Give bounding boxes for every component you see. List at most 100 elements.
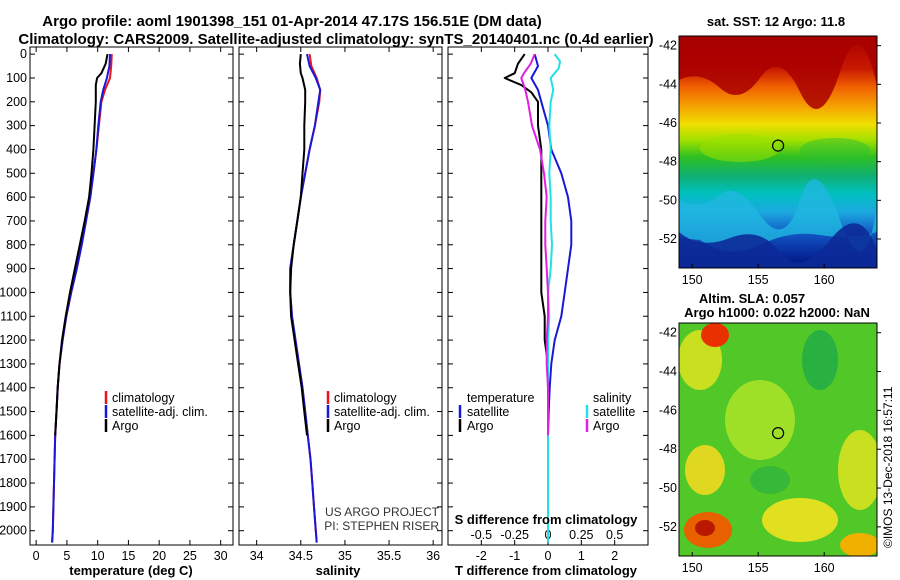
sla-feature	[838, 430, 877, 510]
sla-feature	[725, 380, 795, 460]
series-line-satellite-salinity-	[547, 53, 561, 543]
lat-tick-label: -46	[659, 116, 677, 130]
legend-temperature-heading: temperature	[467, 391, 534, 405]
difference-panel: -2 -1 0 1 2 -0.5 -0.25 0 0.25 0.5 S difference f…	[447, 46, 649, 578]
depth-tick-label: 500	[6, 166, 27, 180]
depth-tick-label: 1500	[0, 405, 27, 419]
depth-tick-label: 1300	[0, 357, 27, 371]
lat-tick-label: -46	[659, 403, 677, 417]
difference-depth-ticks	[448, 53, 648, 532]
depth-tick-label: 1100	[0, 309, 27, 323]
sla-feature	[840, 533, 877, 556]
x-tick-label: -2	[476, 549, 487, 563]
lat-tick-label: -50	[659, 193, 677, 207]
x-tick-label: 0	[545, 549, 552, 563]
legend-s-argo: Argo	[593, 419, 619, 433]
lat-tick-label: -50	[659, 481, 677, 495]
s-tick-label: -0.25	[500, 528, 529, 542]
t-difference-x-label: T difference from climatology	[455, 563, 638, 578]
depth-tick-label: 200	[6, 95, 27, 109]
sla-low	[750, 466, 790, 494]
s-tick-label: -0.5	[471, 528, 493, 542]
x-tick-label: 35.5	[377, 549, 401, 563]
depth-tick-label: 700	[6, 214, 27, 228]
sst-warm-front	[679, 36, 877, 109]
x-tick-label: 5	[63, 549, 70, 563]
legend-t-satellite: satellite	[467, 405, 509, 419]
legend-argo: Argo	[112, 419, 138, 433]
series-line-argo	[289, 54, 308, 436]
legend-climatology: climatology	[334, 391, 397, 405]
s-difference-label: S difference from climatology	[455, 512, 639, 527]
sla-map-subtitle: Argo h1000: 0.022 h2000: NaN	[684, 305, 870, 320]
series-line-argo-temperature-	[503, 53, 549, 436]
lon-tick-label: 150	[682, 561, 703, 575]
series-line-climatology	[51, 54, 113, 543]
depth-tick-label: 1900	[0, 500, 27, 514]
lat-tick-label: -44	[659, 77, 677, 91]
sla-map-title: Altim. SLA: 0.057	[699, 291, 805, 306]
credit-pi: PI: STEPHEN RISER	[324, 519, 439, 533]
lon-tick-label: 150	[682, 273, 703, 287]
s-tick-label: 0.5	[606, 528, 623, 542]
sla-high-core	[695, 520, 715, 536]
sla-map-frame	[678, 322, 878, 557]
legend-salinity-heading: salinity	[593, 391, 632, 405]
temperature-panel: 0100200300400500600700800900100011001200…	[0, 46, 234, 578]
legend-satellite: satellite-adj. clim.	[112, 405, 208, 419]
difference-series	[503, 53, 573, 543]
t-difference-x-axis: -2 -1 0 1 2	[476, 47, 618, 563]
series-line-argo-salinity-	[520, 53, 549, 436]
temperature-axes-frame	[29, 46, 234, 546]
legend-satellite: satellite-adj. clim.	[334, 405, 430, 419]
temperature-x-axis: 0 5 10 15 20 25 30	[33, 47, 228, 563]
x-tick-label: 25	[183, 549, 197, 563]
x-tick-label: -1	[509, 549, 520, 563]
figure-title-line2: Climatology: CARS2009. Satellite-adjuste…	[18, 31, 653, 48]
sla-low	[802, 330, 838, 390]
sla-feature	[685, 445, 725, 495]
salinity-depth-ticks	[239, 53, 442, 532]
depth-tick-label: 2000	[0, 524, 27, 538]
salinity-series	[289, 53, 322, 543]
depth-tick-label: 0	[20, 47, 27, 61]
sla-field	[679, 323, 877, 556]
lon-tick-label: 160	[814, 273, 835, 287]
argo-location-marker	[771, 139, 785, 152]
salinity-legend: climatology satellite-adj. clim. Argo	[326, 391, 430, 433]
depth-tick-label: 1000	[0, 285, 27, 299]
figure-title-line1: Argo profile: aoml 1901398_151 01-Apr-20…	[42, 13, 541, 30]
sla-map: Altim. SLA: 0.057 Argo h1000: 0.022 h200…	[659, 291, 881, 575]
lon-tick-label: 160	[814, 561, 835, 575]
legend-argo: Argo	[334, 419, 360, 433]
sst-map-frame	[678, 35, 878, 269]
lat-tick-label: -52	[659, 520, 677, 534]
sst-map-axes: 150 155 160 -42 -44 -46 -48 -50 -52	[659, 39, 881, 287]
lat-tick-label: -48	[659, 155, 677, 169]
depth-tick-label: 300	[6, 119, 27, 133]
lat-tick-label: -42	[659, 326, 677, 340]
depth-axis: 0 100 200 300 400 500 600 700 800 900 1000 1100 1200…	[0, 47, 233, 538]
sla-feature	[762, 498, 838, 542]
salinity-panel: 34 34.5 35 35.5 36 salinity climatology sate…	[238, 46, 443, 578]
x-tick-label: 10	[91, 549, 105, 563]
depth-tick-label: 1700	[0, 452, 27, 466]
temperature-legend: climatology satellite-adj. clim. Argo	[104, 391, 208, 433]
sst-feature	[700, 134, 780, 162]
depth-tick-label: 1800	[0, 476, 27, 490]
depth-tick-label: 100	[6, 71, 27, 85]
lat-tick-label: -48	[659, 442, 677, 456]
x-tick-label: 20	[152, 549, 166, 563]
salinity-x-label: salinity	[316, 563, 362, 578]
sla-map-axes: 150 155 160 -42 -44 -46 -48 -50 -52	[659, 326, 881, 575]
sst-cold-water	[679, 223, 877, 268]
x-tick-label: 36	[426, 549, 440, 563]
x-tick-label: 2	[611, 549, 618, 563]
x-tick-label: 35	[338, 549, 352, 563]
lat-tick-label: -42	[659, 39, 677, 53]
lon-tick-label: 155	[748, 273, 769, 287]
series-line-satellite-adj-clim-	[51, 54, 111, 543]
legend-t-argo: Argo	[467, 419, 493, 433]
salinity-x-axis: 34 34.5 35 35.5 36	[250, 47, 440, 563]
